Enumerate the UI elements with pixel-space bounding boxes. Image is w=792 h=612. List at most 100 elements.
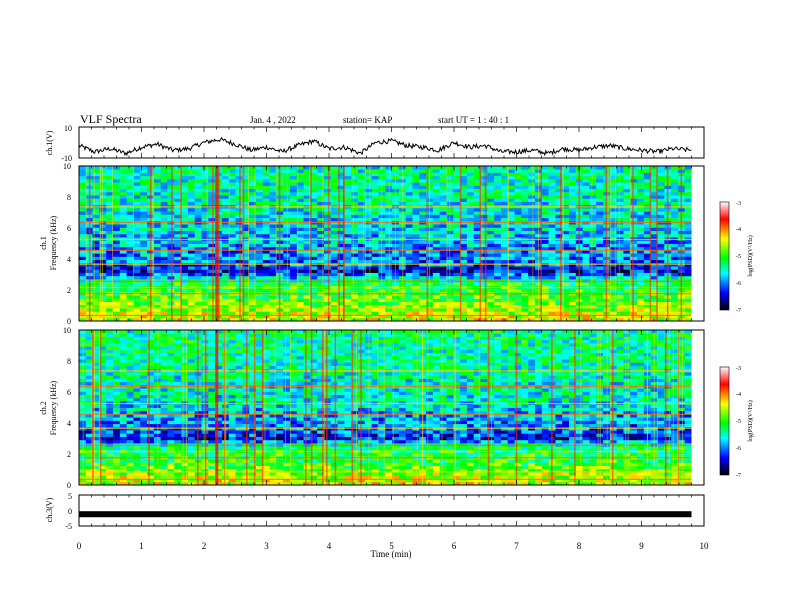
spectrogram-cell [174, 198, 182, 202]
spectrogram-cell [371, 214, 379, 219]
spectrogram-cell [439, 253, 447, 257]
spectrogram-cell [371, 178, 379, 183]
spectrogram-cell [235, 243, 243, 248]
spectrogram-cell [344, 201, 352, 206]
spectrogram-cell [405, 253, 413, 257]
spectrogram-cell [650, 259, 658, 264]
spectrogram-cell [221, 272, 230, 277]
spectrogram-cell [262, 282, 270, 286]
spectrogram-cell [255, 169, 264, 173]
spectrogram-cell [609, 272, 618, 277]
spectrogram-cell [650, 288, 658, 293]
spectrogram-cell [351, 214, 359, 219]
spectrogram-cell [623, 175, 631, 180]
spectrogram-cell [514, 233, 522, 238]
spectrogram-cell [289, 207, 298, 212]
spectrogram-cell [650, 246, 658, 251]
spectrogram-cell [153, 169, 162, 173]
spectrogram-cell [371, 211, 379, 215]
spectrogram-cell [255, 175, 264, 180]
spectrogram-cell [521, 253, 529, 257]
ch1-freq-label: Frequency (kHz) [49, 215, 58, 270]
spectrogram-cell [242, 185, 250, 190]
spectrogram-cell [439, 185, 447, 190]
spectrogram-cell [419, 198, 427, 202]
spectrogram-cell [106, 459, 114, 463]
spectrogram-cell [208, 230, 216, 235]
spectrogram-cell [460, 282, 468, 286]
spectrogram-cell [228, 253, 236, 257]
spectrogram-cell [249, 246, 257, 251]
spectrogram-cell [453, 185, 461, 190]
spectrogram-cell [160, 191, 168, 196]
sferic-streak [629, 166, 631, 321]
spectrogram-cell [330, 198, 339, 202]
spectrogram-cell [140, 214, 148, 219]
spectrogram-cell [92, 459, 100, 463]
spectrogram-cell [126, 308, 134, 312]
spectrogram-cell [201, 317, 209, 322]
spectrogram-cell [562, 308, 570, 312]
spectrogram-cell [99, 295, 107, 299]
spectrogram-cell [317, 311, 325, 315]
spectrogram-cell [242, 227, 250, 231]
spectrogram-cell [228, 224, 236, 228]
spectrogram-cell [303, 301, 311, 306]
spectrogram-cell [500, 308, 509, 312]
spectrogram-cell [79, 256, 87, 261]
spectrogram-cell [208, 272, 216, 277]
spectrogram-cell [460, 243, 468, 248]
spectrogram-cell [310, 259, 318, 264]
spectrogram-cell [460, 311, 468, 315]
spectrogram-cell [79, 288, 87, 293]
spectrogram-cell [106, 304, 114, 309]
spectrogram-cell [269, 246, 277, 251]
spectrogram-cell [514, 301, 522, 306]
spectrogram-cell [228, 304, 236, 309]
spectrogram-cell [582, 249, 590, 254]
spectrogram-cell [460, 169, 468, 173]
spectrogram-cell [303, 227, 311, 231]
spectrogram-cell [460, 304, 468, 309]
spectrogram-cell [439, 272, 447, 277]
spectrogram-cell [283, 246, 291, 251]
spectrogram-cell [562, 269, 570, 273]
spectrogram-cell [609, 282, 618, 286]
spectrogram-cell [351, 275, 359, 280]
spectrogram-cell [126, 224, 134, 228]
spectrogram-cell [589, 201, 597, 206]
spectrogram-cell [351, 207, 359, 212]
spectrogram-cell [637, 249, 645, 254]
spectrogram-cell [562, 211, 570, 215]
spectrogram-cell [181, 195, 189, 199]
spectrogram-cell [174, 214, 182, 219]
spectrogram-cell [119, 182, 128, 186]
spectrogram-cell [650, 191, 658, 196]
spectrogram-cell [541, 175, 549, 180]
spectrogram-cell [255, 298, 264, 303]
spectrogram-cell [371, 169, 379, 173]
spectrogram-cell [650, 269, 658, 273]
spectrogram-cell [194, 272, 202, 277]
spectrogram-cell [344, 233, 352, 238]
spectrogram-cell [616, 304, 624, 309]
spectrogram-cell [521, 311, 529, 315]
emission-line [79, 293, 692, 295]
spectrogram-cell [99, 308, 107, 312]
spectrogram-cell [92, 475, 100, 479]
spectrogram-cell [269, 275, 277, 280]
spectrogram-cell [541, 191, 549, 196]
spectrogram-cell [194, 298, 202, 303]
spectrogram-cell [643, 301, 652, 306]
spectrogram-cell [344, 224, 352, 228]
spectrogram-cell [181, 201, 189, 206]
spectrogram-cell [684, 169, 692, 173]
spectrogram-cell [126, 301, 134, 306]
spectrogram-cell [582, 301, 590, 306]
spectrogram-cell [283, 317, 291, 322]
spectrogram-cell [228, 185, 236, 190]
spectrogram-cell [289, 304, 298, 309]
spectrogram-cell [194, 301, 202, 306]
spectrogram-cell [85, 430, 94, 434]
